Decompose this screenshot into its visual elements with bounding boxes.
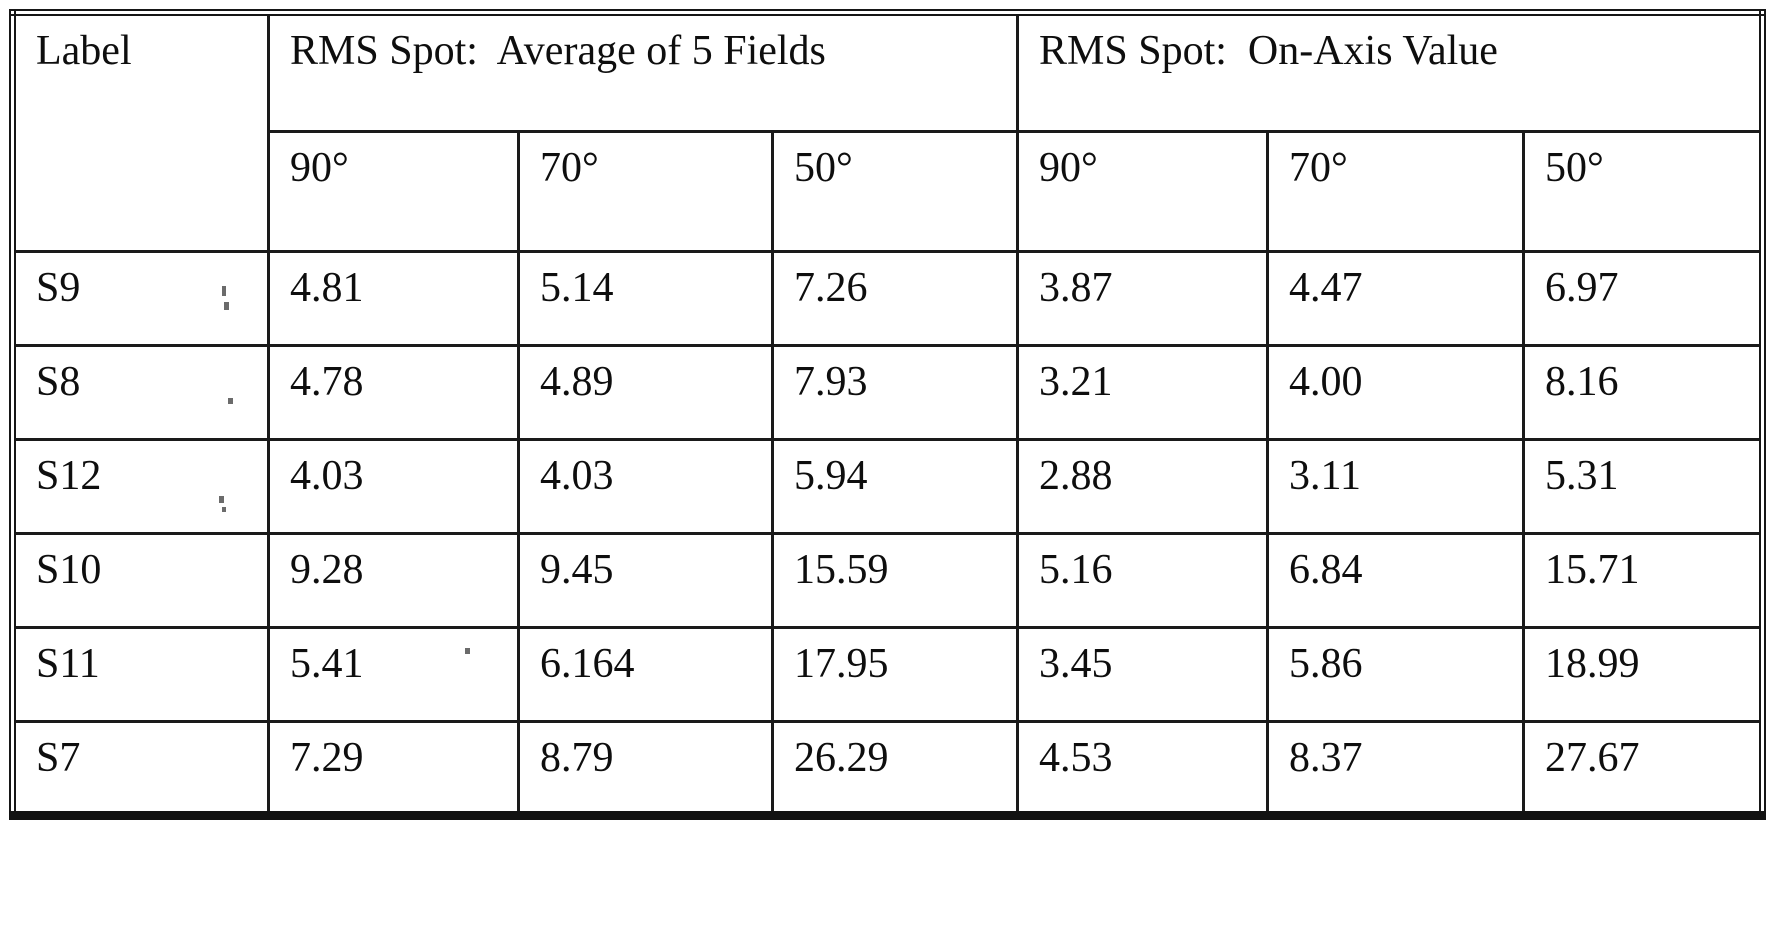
cell: 4.53: [1016, 720, 1269, 817]
scan-artifact: [222, 507, 226, 512]
onaxis-50-header: 50°: [1521, 130, 1765, 253]
cell: 2.88: [1016, 438, 1269, 535]
row-label: S8: [11, 344, 270, 441]
table-row: S10 9.28 9.45 15.59 5.16 6.84 15.71: [11, 532, 1765, 629]
row-label: S9: [11, 250, 270, 347]
cell: 3.87: [1016, 250, 1269, 347]
cell: 6.164: [517, 626, 774, 723]
table-row: S8 4.78 4.89 7.93 3.21 4.00 8.16: [11, 344, 1765, 441]
row-label: S10: [11, 532, 270, 629]
cell: 5.94: [771, 438, 1019, 535]
cell: 26.29: [771, 720, 1019, 817]
scan-artifact: [228, 398, 233, 404]
avg-50-header: 50°: [771, 130, 1019, 253]
cell: 4.03: [267, 438, 520, 535]
cell: 15.59: [771, 532, 1019, 629]
cell: 6.84: [1266, 532, 1525, 629]
row-label: S7: [11, 720, 270, 817]
cell: 8.79: [517, 720, 774, 817]
scan-artifact: [222, 286, 226, 296]
cell: 27.67: [1521, 720, 1765, 817]
onaxis-90-header: 90°: [1016, 130, 1269, 253]
table-row: S7 7.29 8.79 26.29 4.53 8.37 27.67: [11, 720, 1765, 817]
cell: 4.89: [517, 344, 774, 441]
group-header-row: Label RMS Spot: Average of 5 Fields RMS …: [11, 11, 1765, 253]
cell: 3.11: [1266, 438, 1525, 535]
scan-artifact: [465, 648, 470, 654]
cell: 3.45: [1016, 626, 1269, 723]
cell: 5.31: [1521, 438, 1765, 535]
row-label: S11: [11, 626, 270, 723]
group-header-onaxis: RMS Spot: On-Axis Value: [1015, 11, 1765, 133]
avg-70-header: 70°: [517, 130, 774, 253]
cell: 4.47: [1266, 250, 1525, 347]
avg-90-header: 90°: [267, 130, 520, 253]
group-header-average: RMS Spot: Average of 5 Fields: [267, 11, 1019, 133]
cell: 8.37: [1266, 720, 1525, 817]
row-label: S12: [11, 438, 270, 535]
cell: 8.16: [1521, 344, 1765, 441]
cell: 9.45: [517, 532, 774, 629]
cell: 3.21: [1016, 344, 1269, 441]
label-column-header: Label: [11, 11, 270, 253]
table-row: S12 4.03 4.03 5.94 2.88 3.11 5.31: [11, 438, 1765, 535]
cell: 4.03: [517, 438, 774, 535]
cell: 7.93: [771, 344, 1019, 441]
onaxis-70-header: 70°: [1266, 130, 1525, 253]
cell: 4.81: [267, 250, 520, 347]
cell: 15.71: [1521, 532, 1765, 629]
cell: 5.41: [267, 626, 520, 723]
table-row: S9 4.81 5.14 7.26 3.87 4.47 6.97: [11, 250, 1765, 347]
cell: 5.86: [1266, 626, 1525, 723]
cell: 5.16: [1016, 532, 1269, 629]
cell: 17.95: [771, 626, 1019, 723]
cell: 4.00: [1266, 344, 1525, 441]
rms-spot-table: Label RMS Spot: Average of 5 Fields RMS …: [9, 9, 1767, 820]
degree-header-row: 90° 70° 50° 90° 70° 50°: [13, 130, 1765, 253]
table-row: S11 5.41 6.164 17.95 3.45 5.86 18.99: [11, 626, 1765, 723]
scan-artifact: [219, 496, 224, 503]
scan-artifact: [224, 302, 229, 310]
cell: 9.28: [267, 532, 520, 629]
cell: 7.26: [771, 250, 1019, 347]
cell: 4.78: [267, 344, 520, 441]
cell: 18.99: [1521, 626, 1765, 723]
cell: 5.14: [517, 250, 774, 347]
cell: 6.97: [1521, 250, 1765, 347]
cell: 7.29: [267, 720, 520, 817]
